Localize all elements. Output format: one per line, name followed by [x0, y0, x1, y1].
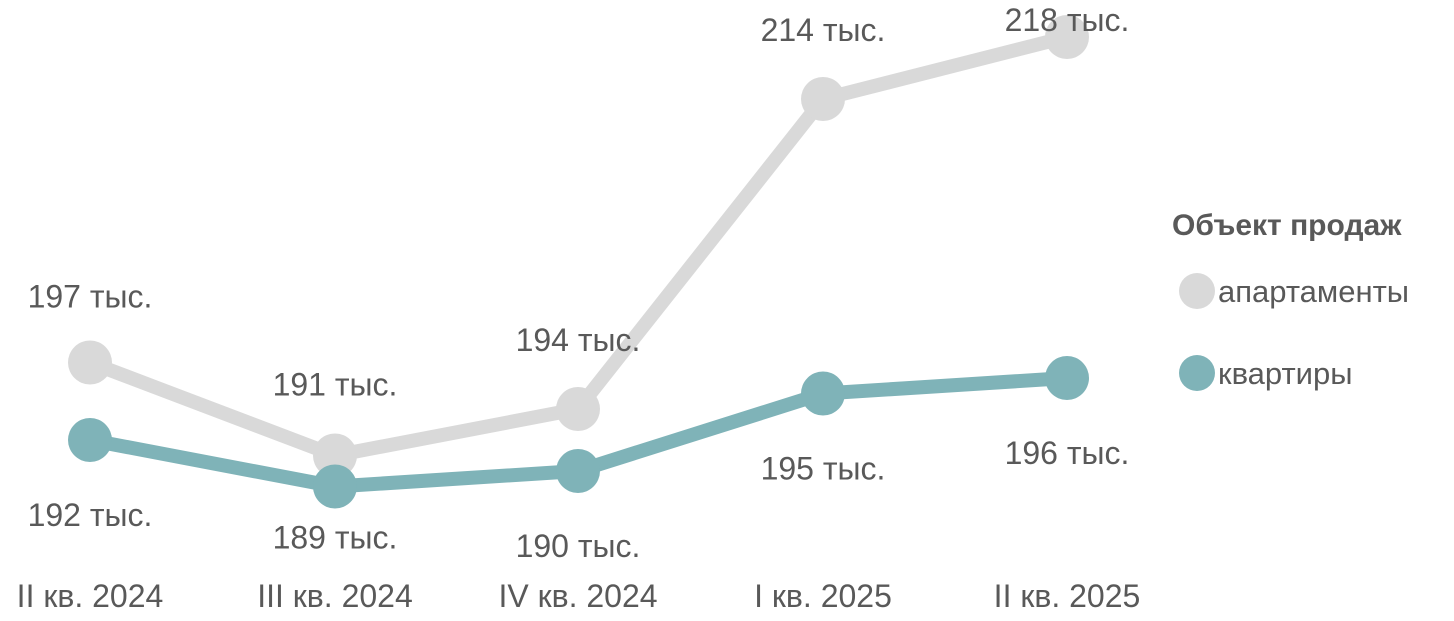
data-label-flats: 192 тыс.	[28, 497, 153, 533]
x-axis-labels: II кв. 2024 III кв. 2024 IV кв. 2024 I кв. …	[17, 578, 1141, 614]
data-label-apartments: 214 тыс.	[761, 12, 886, 48]
data-point-apartments[interactable]	[68, 340, 112, 385]
legend-label-apartments[interactable]: апартаменты	[1218, 274, 1409, 309]
series-points	[68, 15, 1089, 509]
x-tick-label: IV кв. 2024	[498, 578, 657, 614]
data-point-flats[interactable]	[556, 449, 600, 493]
data-labels: 197 тыс. 191 тыс. 194 тыс. 214 тыс. 218 тыс.…	[28, 2, 1130, 564]
data-point-apartments[interactable]	[1045, 15, 1089, 59]
data-point-apartments[interactable]	[801, 77, 845, 121]
data-label-apartments: 218 тыс.	[1005, 2, 1130, 38]
legend-label-flats[interactable]: квартиры	[1218, 356, 1353, 391]
legend-marker-apartments	[1179, 273, 1215, 309]
data-label-flats: 189 тыс.	[273, 520, 398, 556]
data-point-apartments[interactable]	[313, 433, 357, 478]
data-point-flats[interactable]	[1045, 356, 1089, 400]
data-point-apartments[interactable]	[556, 387, 600, 431]
x-tick-label: III кв. 2024	[257, 578, 413, 614]
data-point-flats[interactable]	[68, 418, 112, 462]
legend-title: Объект продаж	[1172, 209, 1402, 242]
data-label-flats: 195 тыс.	[761, 451, 886, 487]
data-point-flats[interactable]	[801, 371, 845, 416]
data-label-flats: 190 тыс.	[516, 528, 641, 564]
legend-marker-flats	[1179, 355, 1215, 391]
data-label-flats: 196 тыс.	[1005, 435, 1130, 471]
data-point-flats[interactable]	[313, 464, 357, 509]
data-label-apartments: 194 тыс.	[516, 322, 641, 358]
x-tick-label: II кв. 2024	[17, 578, 164, 614]
data-label-apartments: 197 тыс.	[28, 279, 153, 315]
data-label-apartments: 191 тыс.	[273, 367, 398, 403]
legend: Объект продаж апартаменты квартиры	[1172, 209, 1409, 391]
x-tick-label: I кв. 2025	[754, 578, 892, 614]
x-tick-label: II кв. 2025	[994, 578, 1141, 614]
